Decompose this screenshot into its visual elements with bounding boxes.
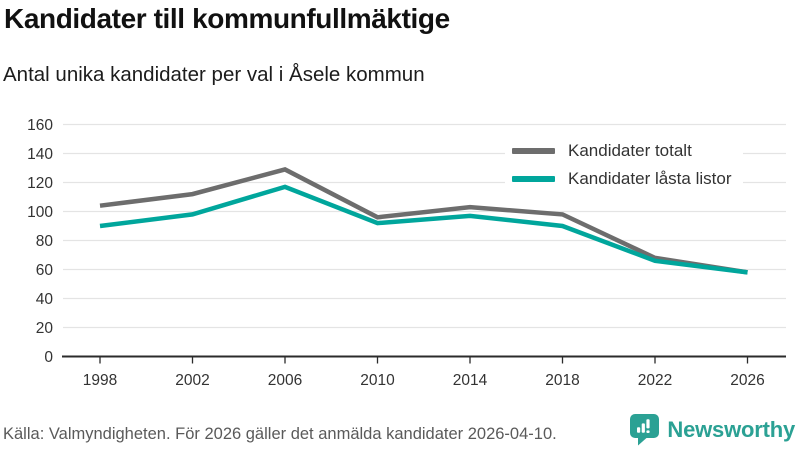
source-note: Källa: Valmyndigheten. För 2026 gäller d… — [3, 425, 557, 443]
x-tick-label: 2014 — [453, 372, 488, 389]
legend-label-totalt: Kandidater totalt — [568, 141, 692, 160]
legend-label-lasta-listor: Kandidater låsta listor — [568, 169, 732, 188]
bar-chart-speech-bubble-icon — [630, 414, 660, 446]
x-tick-label: 2026 — [730, 372, 764, 389]
x-tick-label: 2002 — [175, 372, 209, 389]
series-line — [99, 167, 748, 275]
y-tick-label: 140 — [27, 146, 53, 163]
legend-line-swatch-totalt — [512, 148, 555, 154]
y-tick-label: 120 — [27, 175, 53, 192]
y-tick-label: 0 — [44, 349, 53, 366]
y-tick-label: 100 — [27, 204, 53, 221]
chart-legend: Kandidater totalt Kandidater låsta listo… — [505, 136, 744, 196]
y-tick-label: 80 — [36, 233, 54, 250]
y-tick-label: 160 — [27, 117, 53, 134]
x-tick-label: 2006 — [268, 372, 302, 389]
x-tick-label: 2018 — [545, 372, 579, 389]
legend-line-swatch-lasta-listor — [512, 176, 555, 182]
x-tick-label: 1998 — [83, 372, 117, 389]
page-title: Kandidater till kommunfullmäktige — [4, 3, 450, 34]
newsworthy-logo[interactable]: Newsworthy — [629, 413, 795, 446]
y-tick-label: 20 — [36, 320, 54, 337]
series-line — [99, 184, 748, 275]
chart-subtitle: Antal unika kandidater per val i Åsele k… — [3, 63, 425, 86]
legend-item-lasta-listor: Kandidater låsta listor — [512, 165, 731, 193]
x-tick-label: 2022 — [638, 372, 672, 389]
legend-item-totalt: Kandidater totalt — [512, 137, 731, 165]
y-tick-label: 60 — [36, 262, 54, 279]
brand-name: Newsworthy — [667, 416, 795, 442]
x-tick-label: 2010 — [360, 372, 395, 389]
y-tick-label: 40 — [36, 291, 54, 308]
